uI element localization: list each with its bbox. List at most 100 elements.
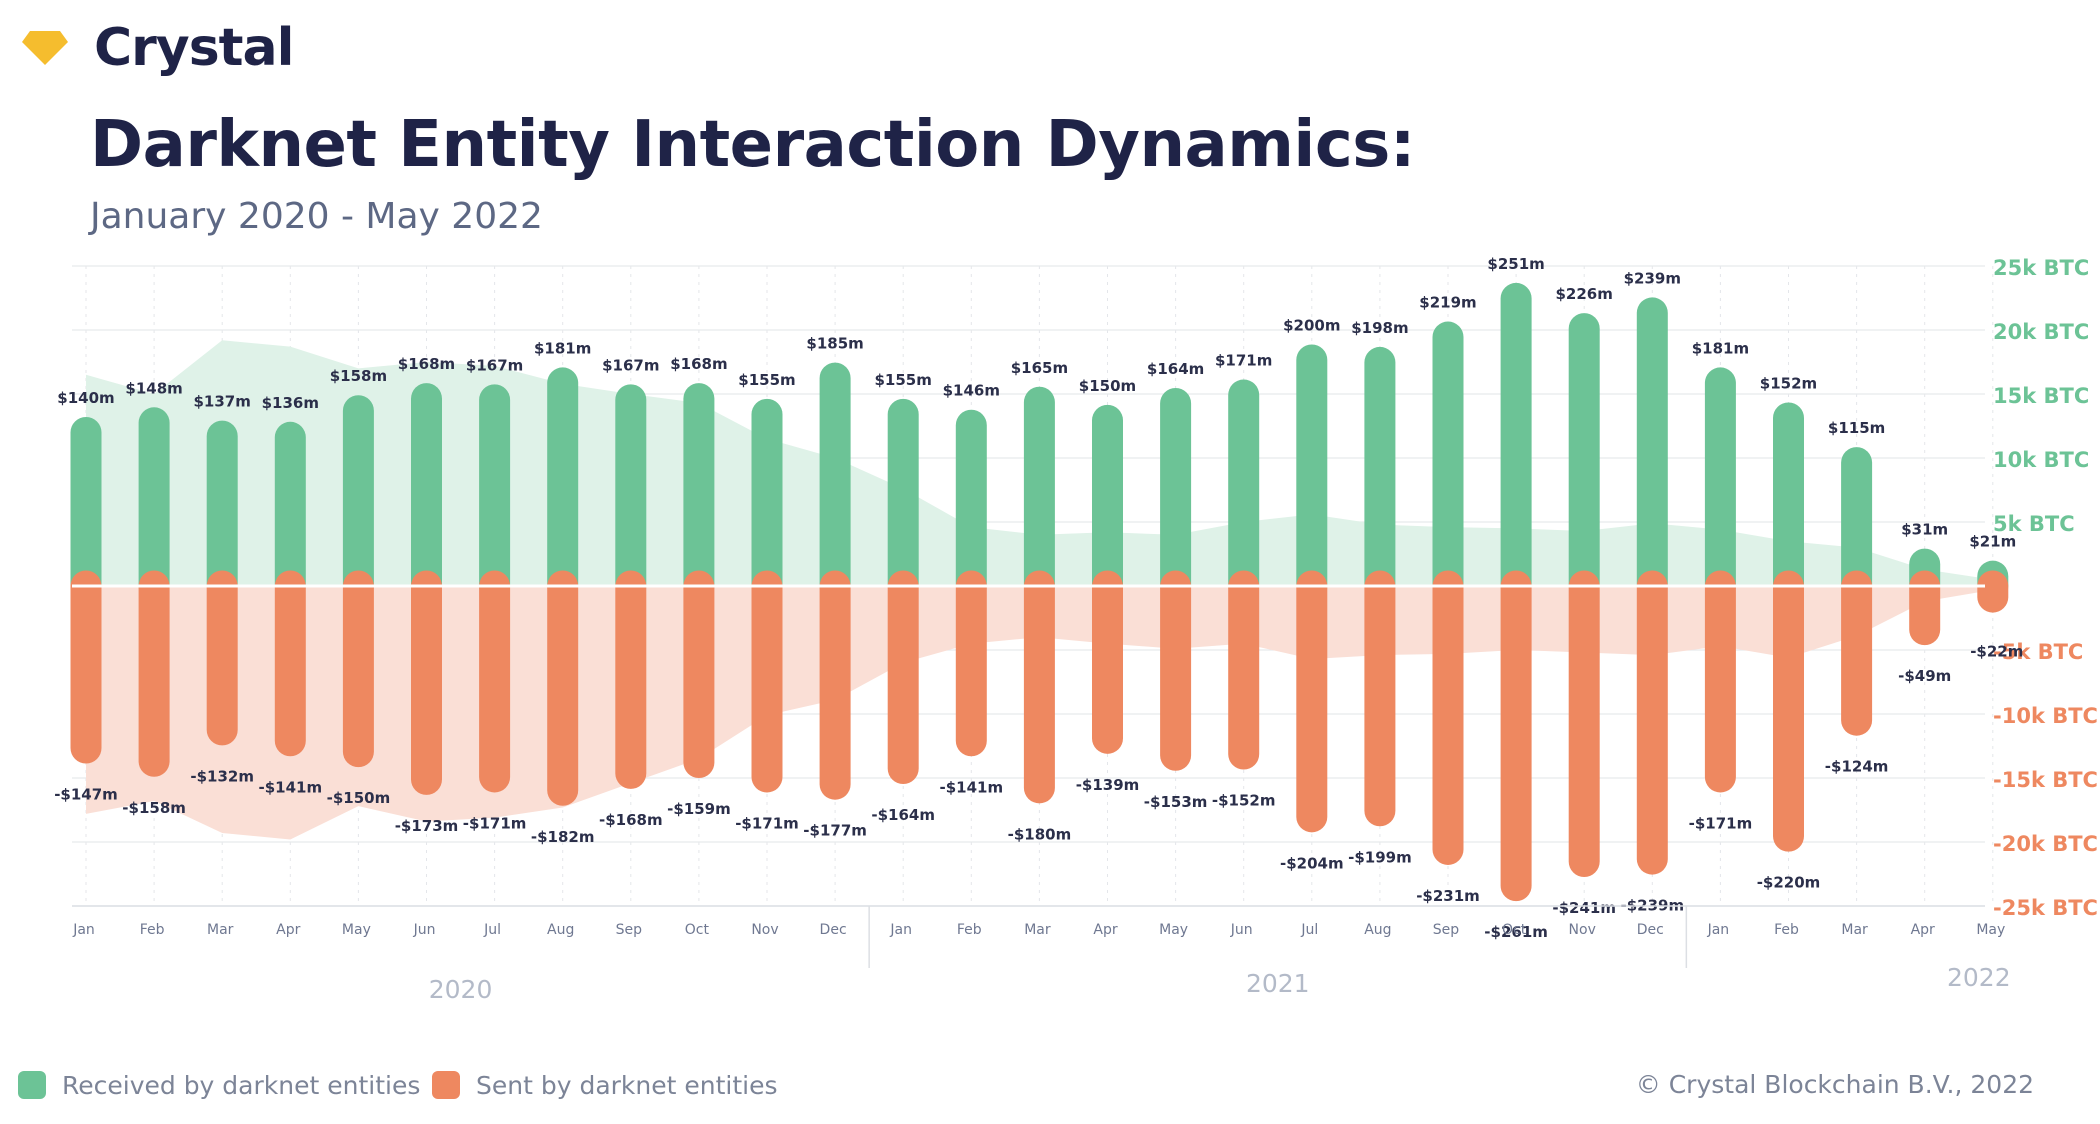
data-label-sent: -$22m xyxy=(1970,643,2023,661)
bar-received xyxy=(1568,313,1600,602)
darknet-chart: 25k BTC 20k BTC 15k BTC 10k BTC 5k BTC -5k BT… xyxy=(54,255,2098,1004)
bar-received xyxy=(683,383,715,602)
x-axis-tick-label: May xyxy=(1159,922,1188,938)
copyright-text: © Crystal Blockchain B.V., 2022 xyxy=(1635,1070,2034,1099)
x-axis-tick-label: Jul xyxy=(483,922,501,938)
x-axis-tick-label: Jan xyxy=(1707,922,1730,938)
y-axis-tick-label: -10k BTC xyxy=(1993,704,2098,728)
legend-label-received: Received by darknet entities xyxy=(62,1070,421,1100)
bar-sent xyxy=(1636,570,1668,875)
data-label-received: $181m xyxy=(534,339,591,357)
x-axis-tick-label: Jan xyxy=(72,922,95,938)
data-label-sent: -$171m xyxy=(735,814,799,832)
x-axis-tick-label: Nov xyxy=(1569,922,1596,938)
legend-swatch-received xyxy=(18,1071,46,1099)
bar-sent xyxy=(1296,570,1328,833)
x-axis-tick-label: Mar xyxy=(1841,922,1868,938)
bar-received xyxy=(342,395,374,602)
data-label-received: $158m xyxy=(330,367,387,385)
data-label-received: $148m xyxy=(125,379,182,397)
x-axis-tick-label: Dec xyxy=(1637,922,1664,938)
x-axis-tick-label: Nov xyxy=(751,922,778,938)
year-label: 2021 xyxy=(1246,969,1310,998)
y-axis-tick-label: 5k BTC xyxy=(1993,512,2075,536)
data-label-received: $152m xyxy=(1760,374,1817,392)
data-label-received: $251m xyxy=(1487,255,1544,273)
x-axis-tick-label: May xyxy=(1976,922,2005,938)
data-label-received: $146m xyxy=(943,382,1000,400)
data-label-received: $167m xyxy=(602,356,659,374)
x-axis-tick-label: May xyxy=(342,922,371,938)
data-label-received: $155m xyxy=(738,371,795,389)
data-label-received: $181m xyxy=(1692,339,1749,357)
bar-sent xyxy=(1977,570,2009,613)
data-label-sent: -$199m xyxy=(1348,848,1412,866)
bar-received xyxy=(1841,447,1873,602)
bar-sent xyxy=(1773,570,1804,852)
x-axis-tick-label: Jun xyxy=(413,922,436,938)
bar-sent xyxy=(479,570,511,793)
x-axis-tick-label: Oct xyxy=(685,922,710,938)
y-axis-tick-label: 20k BTC xyxy=(1993,320,2089,344)
data-label-received: $168m xyxy=(670,355,727,373)
bar-received xyxy=(615,384,647,602)
data-label-sent: -$152m xyxy=(1212,792,1276,810)
data-label-sent: -$158m xyxy=(122,799,186,817)
data-label-received: $167m xyxy=(466,356,523,374)
x-axis-tick-label: Feb xyxy=(140,922,165,938)
data-label-received: $185m xyxy=(806,335,863,353)
data-label-received: $226m xyxy=(1556,285,1613,303)
bar-received xyxy=(138,407,170,602)
data-label-received: $136m xyxy=(262,394,319,412)
bar-sent xyxy=(411,570,442,795)
data-label-sent: -$171m xyxy=(1689,814,1753,832)
bar-sent xyxy=(1704,570,1736,793)
data-label-received: $137m xyxy=(194,393,251,411)
x-axis-tick-label: Sep xyxy=(616,922,643,938)
x-axis-tick-label: Feb xyxy=(1774,922,1799,938)
data-label-sent: -$159m xyxy=(667,800,731,818)
data-label-received: $171m xyxy=(1215,352,1272,370)
data-label-sent: -$150m xyxy=(327,789,391,807)
y-axis-tick-label: -15k BTC xyxy=(1993,768,2098,792)
data-label-received: $219m xyxy=(1419,294,1476,312)
legend-item-received: Received by darknet entities xyxy=(18,1068,420,1102)
bar-received xyxy=(1500,282,1532,602)
bar-received xyxy=(411,383,442,602)
bar-received xyxy=(1228,379,1260,602)
bar-sent xyxy=(1432,570,1464,865)
data-label-received: $165m xyxy=(1011,359,1068,377)
x-axis-tick-label: Aug xyxy=(1364,922,1391,938)
bar-received xyxy=(751,398,783,602)
bar-sent xyxy=(615,570,647,789)
legend-label-sent: Sent by darknet entities xyxy=(476,1070,778,1100)
data-label-sent: -$182m xyxy=(531,828,595,846)
bar-received xyxy=(819,362,851,602)
data-label-sent: -$168m xyxy=(599,811,663,829)
x-axis-tick-label: Aug xyxy=(547,922,574,938)
bar-sent xyxy=(274,570,306,757)
data-label-sent: -$141m xyxy=(939,778,1003,796)
data-label-received: $164m xyxy=(1147,360,1204,378)
bar-received xyxy=(1432,321,1464,602)
y-axis-tick-label: -25k BTC xyxy=(1993,896,2098,920)
data-label-sent: -$49m xyxy=(1898,667,1951,685)
data-label-sent: -$147m xyxy=(54,786,118,804)
data-label-sent: -$204m xyxy=(1280,854,1344,872)
bar-received xyxy=(547,367,579,602)
data-label-sent: -$180m xyxy=(1008,825,1072,843)
data-label-received: $140m xyxy=(57,389,114,407)
data-label-sent: -$241m xyxy=(1552,899,1616,917)
bar-sent xyxy=(547,570,579,806)
bar-sent xyxy=(138,570,170,777)
brand-header: Crystal xyxy=(20,18,294,78)
bar-received xyxy=(206,420,238,602)
data-label-sent: -$164m xyxy=(871,806,935,824)
bar-received xyxy=(1636,297,1668,602)
bar-received xyxy=(1296,344,1328,602)
bar-sent xyxy=(1841,570,1873,736)
bar-sent xyxy=(1092,570,1123,754)
data-label-received: $200m xyxy=(1283,316,1340,334)
bar-received xyxy=(1092,404,1123,602)
x-axis-tick-label: Sep xyxy=(1433,922,1460,938)
